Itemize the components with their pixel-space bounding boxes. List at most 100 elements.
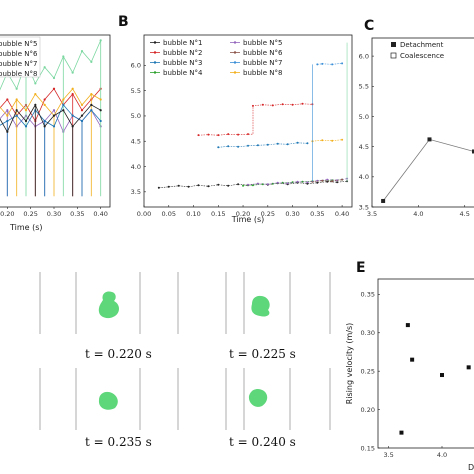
legend-entry: bubble N°4 [163, 69, 203, 77]
data-point [251, 104, 254, 107]
data-point [381, 198, 386, 203]
legend-entry: bubble N°3 [163, 59, 202, 67]
legend-marker [153, 41, 157, 44]
data-point [43, 98, 46, 101]
time-caption: t = 0.240 s [229, 435, 296, 449]
x-tick-label: 0.15 [211, 210, 225, 218]
x-tick-label: 0.30 [47, 210, 61, 218]
legend-box [0, 36, 41, 78]
data-point [99, 109, 102, 112]
x-axis-label-partial: D [468, 463, 474, 472]
simulation-frames: t = 0.220 s t = 0.225 s t = 0.235 s t = … [39, 272, 331, 449]
data-point [90, 109, 93, 112]
y-tick-label: 0.20 [361, 406, 375, 414]
data-point [15, 87, 18, 90]
data-point [52, 125, 56, 128]
data-point [52, 114, 56, 117]
data-point [316, 63, 319, 66]
data-point [301, 102, 304, 105]
data-point [24, 119, 28, 123]
data-point [71, 125, 74, 128]
data-point [271, 182, 274, 185]
series-line [312, 139, 343, 142]
data-point [6, 114, 9, 117]
series-line [247, 178, 348, 185]
data-point [341, 138, 344, 141]
data-point [43, 119, 46, 123]
legend-marker [233, 71, 237, 74]
data-point [34, 82, 37, 85]
legend-entry: bubble N°5 [243, 39, 282, 47]
data-point [6, 130, 9, 133]
x-tick-label: 0.40 [93, 210, 107, 218]
data-point [99, 39, 102, 42]
data-point [80, 103, 84, 106]
series-line [0, 103, 101, 197]
data-point [62, 55, 65, 58]
x-tick-label: 0.35 [70, 210, 84, 218]
chart-b: B 0.00 0.05 0.10 0.15 0.20 0.25 0.30 0.35 0.40 3.… [118, 14, 353, 224]
data-point [271, 104, 274, 107]
y-axis-label: Rising velocity (m/s) [345, 323, 354, 405]
data-point [247, 133, 249, 136]
legend-entry: bubble N°7 [243, 59, 282, 67]
data-point [276, 142, 279, 145]
data-point [71, 114, 74, 117]
data-point [266, 183, 269, 186]
data-point [34, 103, 37, 106]
x-axis-label: Time (s) [231, 215, 265, 224]
plot-frame [143, 34, 353, 208]
data-point [43, 125, 46, 128]
plot-frame [371, 37, 474, 208]
data-point [71, 87, 74, 90]
bubble-shape [98, 291, 120, 319]
data-point [291, 181, 294, 184]
legend-entry: bubble N°6 [243, 49, 283, 57]
legend-entry: Coalescence [400, 52, 444, 60]
data-point [52, 109, 56, 112]
legend-entry: Detachment [400, 41, 444, 49]
data-point [177, 184, 180, 187]
legend-marker [233, 61, 237, 64]
data-point [237, 145, 240, 148]
x-tick-label: 4.0 [413, 210, 423, 218]
series-line [0, 88, 102, 197]
y-tick-label: 4.5 [131, 138, 141, 146]
data-point [296, 141, 299, 144]
x-tick-label: 0.25 [23, 210, 37, 218]
series-line [198, 103, 313, 136]
legend-marker [233, 41, 237, 44]
data-point [80, 109, 84, 112]
data-point [167, 185, 170, 188]
panel-label-e: E [356, 260, 366, 276]
data-point [321, 62, 324, 65]
series-line [158, 180, 348, 189]
data-point [80, 114, 84, 117]
data-point [227, 184, 230, 187]
y-tick-label: 6.0 [359, 52, 369, 60]
bubble-shape [98, 391, 118, 410]
data-point [80, 119, 84, 123]
data-point [247, 144, 249, 147]
legend-entry: bubble N°1 [163, 39, 202, 47]
time-caption: t = 0.225 s [229, 347, 296, 361]
data-point [237, 183, 240, 186]
series-line [0, 104, 102, 197]
plot-frame [377, 278, 474, 449]
data-point [341, 178, 344, 181]
x-tick-label: 0.25 [261, 210, 275, 218]
data-point [62, 98, 65, 101]
y-tick-label: 4.0 [359, 173, 369, 181]
y-tick-label: 0.25 [361, 367, 375, 375]
series-line [242, 179, 343, 187]
series-line [382, 138, 474, 202]
data-point [227, 145, 230, 148]
data-point [321, 179, 324, 182]
data-point [256, 182, 259, 185]
legend-marker [233, 51, 237, 54]
data-point [43, 66, 46, 69]
data-point [296, 180, 299, 183]
legend-marker-detachment [391, 42, 396, 47]
bubble-shape [248, 388, 268, 407]
y-tick-label: 5.0 [359, 113, 369, 121]
